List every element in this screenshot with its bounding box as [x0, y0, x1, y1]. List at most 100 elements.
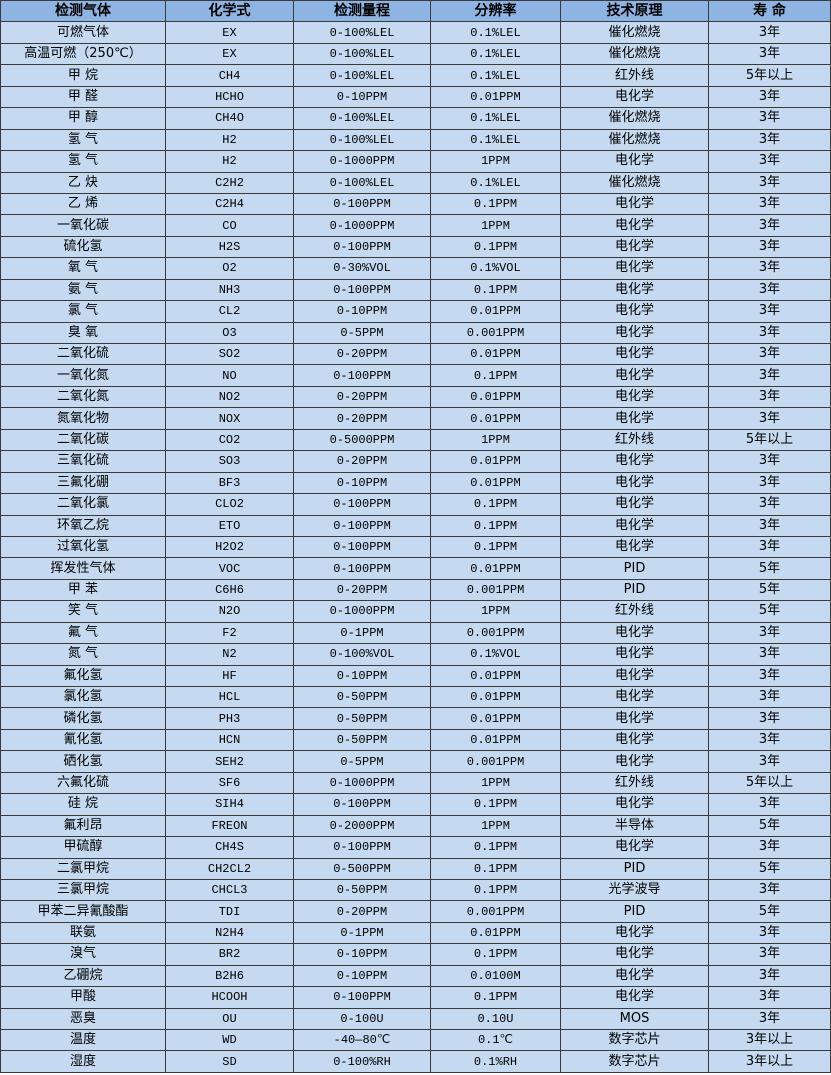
cell-detection-range: 0-20PPM	[293, 578, 431, 602]
cell-technology: 电化学	[560, 85, 709, 109]
cell-gas-name: 甲硫醇	[0, 836, 166, 859]
cell-gas-name: 二氧化氯	[0, 493, 166, 516]
cell-resolution: 0.01PPM	[430, 342, 561, 366]
cell-chemical-formula: N2H4	[165, 921, 294, 945]
cell-lifespan: 3年	[708, 471, 831, 495]
cell-lifespan: 3年	[708, 1007, 831, 1031]
cell-technology: 催化燃烧	[560, 42, 709, 66]
cell-chemical-formula: SEH2	[165, 750, 294, 773]
cell-technology: 红外线	[560, 428, 709, 452]
cell-technology: 电化学	[560, 385, 709, 409]
cell-chemical-formula: NO	[165, 364, 294, 387]
cell-gas-name: 甲 醇	[0, 107, 166, 130]
table-row: 温度 WD -40—80℃ 0.1℃ 数字芯片 3年以上	[0, 1028, 831, 1052]
table-row: 二氧化硫 SO2 0-20PPM 0.01PPM 电化学 3年	[0, 342, 831, 366]
cell-technology: 电化学	[560, 342, 709, 366]
cell-lifespan: 3年	[708, 643, 831, 666]
cell-chemical-formula: H2	[165, 128, 294, 152]
column-header-technology: 技术原理	[560, 0, 709, 23]
cell-resolution: 0.1%LEL	[430, 64, 561, 87]
table-row: 甲 烷 CH4 0-100%LEL 0.1%LEL 红外线 5年以上	[0, 64, 831, 87]
cell-lifespan: 3年	[708, 385, 831, 409]
cell-resolution: 0.01PPM	[430, 557, 561, 580]
cell-technology: 电化学	[560, 300, 709, 323]
cell-chemical-formula: C2H2	[165, 171, 294, 194]
cell-technology: 电化学	[560, 514, 709, 537]
cell-resolution: 0.1PPM	[430, 192, 561, 216]
cell-technology: PID	[560, 900, 709, 923]
cell-chemical-formula: NOX	[165, 407, 294, 430]
cell-technology: 电化学	[560, 643, 709, 666]
cell-lifespan: 3年	[708, 878, 831, 902]
cell-detection-range: 0-10PPM	[293, 85, 431, 109]
cell-resolution: 0.01PPM	[430, 85, 561, 109]
cell-technology: 电化学	[560, 921, 709, 945]
cell-detection-range: 0-100PPM	[293, 557, 431, 580]
cell-lifespan: 5年	[708, 600, 831, 623]
cell-lifespan: 3年	[708, 107, 831, 130]
cell-chemical-formula: C2H4	[165, 192, 294, 216]
table-row: 硒化氢 SEH2 0-5PPM 0.001PPM 电化学 3年	[0, 750, 831, 773]
cell-resolution: 0.001PPM	[430, 621, 561, 645]
cell-lifespan: 3年	[708, 750, 831, 773]
cell-resolution: 0.1PPM	[430, 836, 561, 859]
cell-resolution: 0.01PPM	[430, 707, 561, 730]
cell-technology: 电化学	[560, 793, 709, 816]
cell-gas-name: 二氧化硫	[0, 342, 166, 366]
cell-technology: 电化学	[560, 493, 709, 516]
cell-resolution: 0.1PPM	[430, 857, 561, 880]
cell-gas-name: 三氟化硼	[0, 471, 166, 495]
cell-chemical-formula: SF6	[165, 771, 294, 795]
cell-gas-name: 高温可燃（250℃）	[0, 42, 166, 66]
table-row: 氟化氢 HF 0-10PPM 0.01PPM 电化学 3年	[0, 664, 831, 688]
cell-chemical-formula: CL2	[165, 300, 294, 323]
cell-detection-range: 0-5000PPM	[293, 428, 431, 452]
cell-resolution: 0.01PPM	[430, 921, 561, 945]
table-row: 氟利昂 FREON 0-2000PPM 1PPM 半导体 5年	[0, 814, 831, 838]
cell-gas-name: 氰化氢	[0, 728, 166, 752]
cell-detection-range: 0-20PPM	[293, 900, 431, 923]
cell-technology: 电化学	[560, 621, 709, 645]
cell-resolution: 0.1PPM	[430, 514, 561, 537]
cell-gas-name: 氟利昂	[0, 814, 166, 838]
table-row: 挥发性气体 VOC 0-100PPM 0.01PPM PID 5年	[0, 557, 831, 580]
cell-detection-range: 0-50PPM	[293, 707, 431, 730]
cell-technology: 数字芯片	[560, 1028, 709, 1052]
cell-chemical-formula: OU	[165, 1007, 294, 1031]
cell-chemical-formula: F2	[165, 621, 294, 645]
cell-gas-name: 氯化氢	[0, 685, 166, 709]
cell-chemical-formula: NH3	[165, 278, 294, 302]
table-row: 氮 气 N2 0-100%VOL 0.1%VOL 电化学 3年	[0, 643, 831, 666]
cell-resolution: 0.1%LEL	[430, 171, 561, 194]
cell-chemical-formula: SO2	[165, 342, 294, 366]
cell-gas-name: 氮 气	[0, 643, 166, 666]
cell-gas-name: 三氧化硫	[0, 450, 166, 473]
cell-detection-range: 0-100PPM	[293, 836, 431, 859]
cell-lifespan: 5年以上	[708, 428, 831, 452]
cell-resolution: 0.01PPM	[430, 664, 561, 688]
table-row: 乙 炔 C2H2 0-100%LEL 0.1%LEL 催化燃烧 3年	[0, 171, 831, 194]
cell-chemical-formula: EX	[165, 21, 294, 44]
cell-chemical-formula: SD	[165, 1050, 294, 1073]
cell-gas-name: 乙硼烷	[0, 964, 166, 988]
cell-technology: 电化学	[560, 321, 709, 345]
table-row: 二氯甲烷 CH2CL2 0-500PPM 0.1PPM PID 5年	[0, 857, 831, 880]
table-row: 二氧化氯 CLO2 0-100PPM 0.1PPM 电化学 3年	[0, 493, 831, 516]
cell-gas-name: 环氧乙烷	[0, 514, 166, 537]
cell-technology: 红外线	[560, 600, 709, 623]
cell-lifespan: 5年以上	[708, 771, 831, 795]
cell-chemical-formula: NO2	[165, 385, 294, 409]
cell-detection-range: 0-50PPM	[293, 728, 431, 752]
cell-detection-range: -40—80℃	[293, 1028, 431, 1052]
cell-detection-range: 0-100%LEL	[293, 64, 431, 87]
cell-lifespan: 3年	[708, 192, 831, 216]
cell-resolution: 0.1PPM	[430, 235, 561, 259]
cell-technology: 数字芯片	[560, 1050, 709, 1073]
cell-resolution: 0.1PPM	[430, 986, 561, 1009]
cell-detection-range: 0-500PPM	[293, 857, 431, 880]
cell-resolution: 1PPM	[430, 428, 561, 452]
cell-chemical-formula: CH4S	[165, 836, 294, 859]
cell-detection-range: 0-100PPM	[293, 235, 431, 259]
cell-chemical-formula: FREON	[165, 814, 294, 838]
cell-gas-name: 过氧化氢	[0, 535, 166, 559]
